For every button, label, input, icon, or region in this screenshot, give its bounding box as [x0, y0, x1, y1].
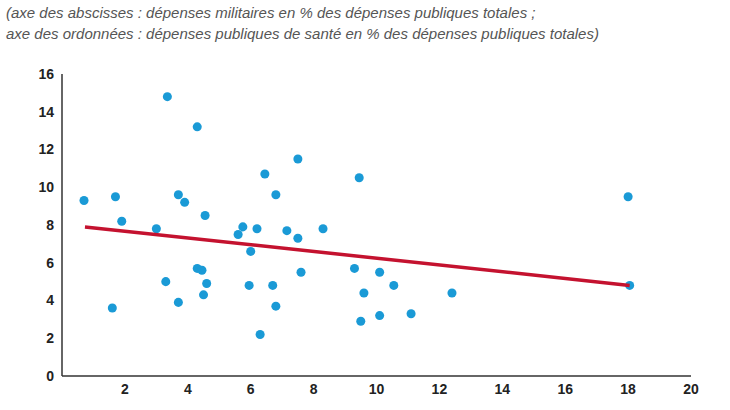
- svg-text:4: 4: [46, 292, 54, 308]
- svg-text:20: 20: [683, 381, 699, 397]
- svg-text:8: 8: [46, 217, 54, 233]
- svg-text:0: 0: [46, 368, 54, 384]
- svg-text:18: 18: [620, 381, 636, 397]
- svg-text:14: 14: [495, 381, 511, 397]
- html-text:axe des ordonnées : dépenses p: axe des ordonnées : dépenses publiques d…: [6, 25, 599, 42]
- svg-text:12: 12: [38, 141, 54, 157]
- svg-text:12: 12: [432, 381, 448, 397]
- svg-text:6: 6: [247, 381, 255, 397]
- svg-text:2: 2: [121, 381, 129, 397]
- svg-text:4: 4: [184, 381, 192, 397]
- svg-text:10: 10: [38, 179, 54, 195]
- svg-text:14: 14: [38, 104, 54, 120]
- html-text:(axe des abscisses : dépenses: (axe des abscisses : dépenses militaires…: [6, 4, 536, 21]
- svg-text:2: 2: [46, 330, 54, 346]
- svg-text:6: 6: [46, 255, 54, 271]
- svg-text:8: 8: [310, 381, 318, 397]
- svg-text:10: 10: [369, 381, 385, 397]
- svg-text:16: 16: [557, 381, 573, 397]
- svg-text:16: 16: [38, 66, 54, 82]
